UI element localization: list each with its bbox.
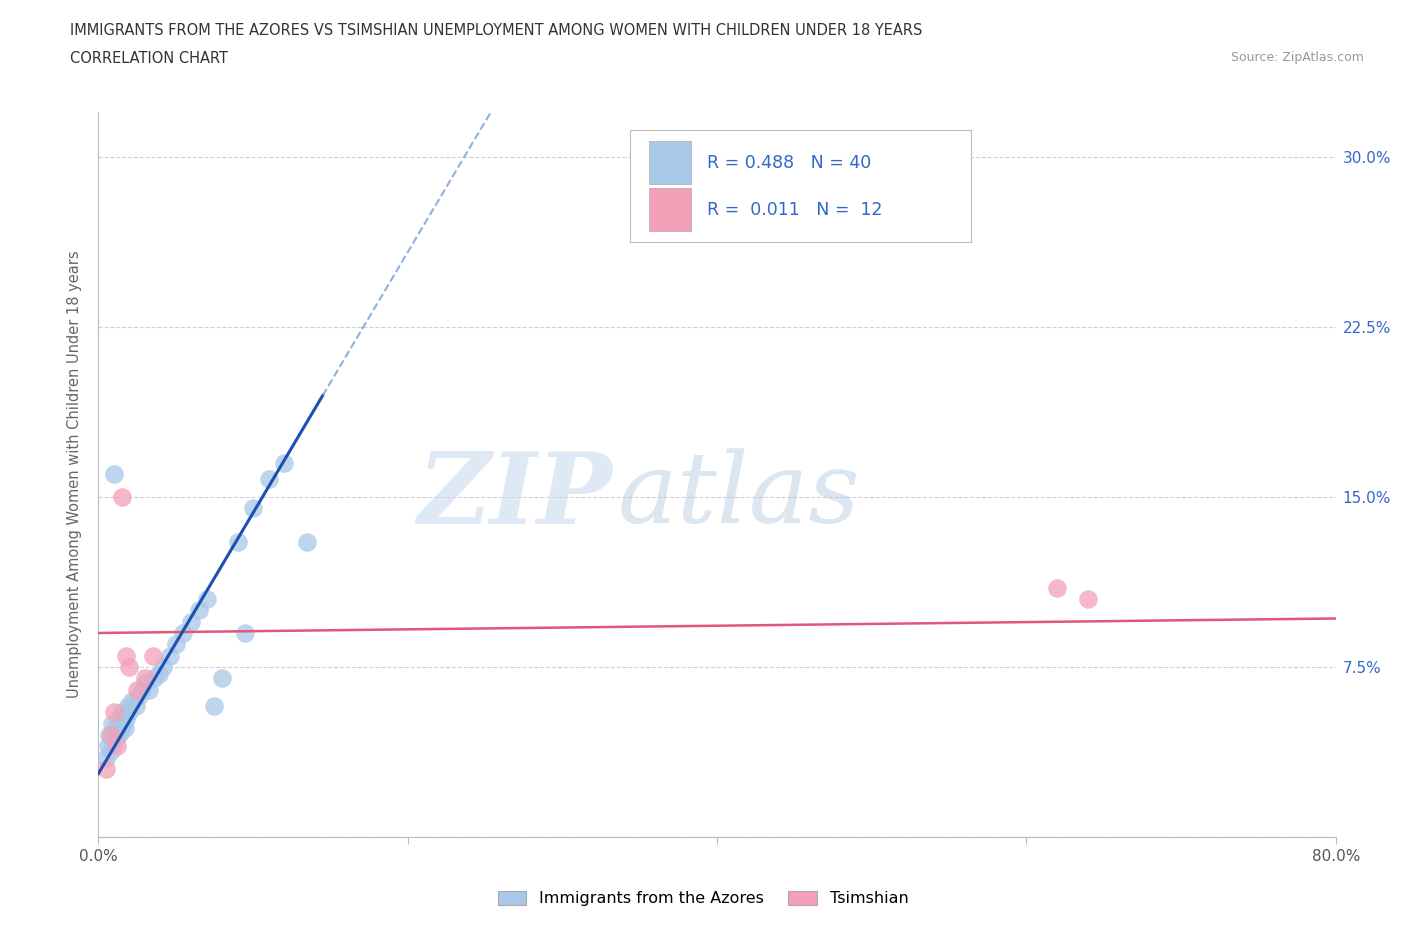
Point bbox=[111, 705, 134, 720]
Point bbox=[180, 614, 202, 629]
Point bbox=[124, 698, 146, 713]
Point bbox=[131, 683, 153, 698]
Point bbox=[103, 705, 125, 720]
Point bbox=[138, 683, 160, 698]
Point bbox=[104, 721, 127, 736]
Point bbox=[204, 698, 226, 713]
Text: CORRELATION CHART: CORRELATION CHART bbox=[70, 51, 228, 66]
Text: R = 0.488   N = 40: R = 0.488 N = 40 bbox=[707, 153, 872, 172]
Point bbox=[103, 735, 125, 750]
Point bbox=[96, 751, 118, 765]
Point bbox=[1046, 580, 1069, 595]
Point bbox=[211, 671, 233, 685]
FancyBboxPatch shape bbox=[630, 130, 970, 242]
Point bbox=[105, 738, 128, 753]
Point bbox=[114, 721, 136, 736]
Point bbox=[108, 725, 131, 740]
Point bbox=[121, 694, 143, 709]
Point bbox=[148, 667, 170, 682]
Point bbox=[117, 698, 139, 713]
Point bbox=[118, 659, 141, 674]
Point bbox=[107, 711, 129, 726]
Point bbox=[128, 689, 150, 704]
Point bbox=[103, 467, 125, 482]
Point bbox=[257, 472, 280, 486]
Point bbox=[96, 762, 118, 777]
Point bbox=[100, 743, 122, 758]
Point bbox=[111, 489, 134, 504]
Text: IMMIGRANTS FROM THE AZORES VS TSIMSHIAN UNEMPLOYMENT AMONG WOMEN WITH CHILDREN U: IMMIGRANTS FROM THE AZORES VS TSIMSHIAN … bbox=[70, 23, 922, 38]
Point bbox=[297, 535, 319, 550]
Point bbox=[159, 648, 181, 663]
Point bbox=[188, 603, 211, 618]
Point bbox=[134, 675, 156, 690]
Point bbox=[165, 637, 187, 652]
FancyBboxPatch shape bbox=[650, 189, 692, 232]
Point bbox=[152, 659, 174, 674]
FancyBboxPatch shape bbox=[650, 141, 692, 184]
Point bbox=[143, 671, 166, 685]
Point bbox=[195, 591, 218, 606]
Text: ZIP: ZIP bbox=[418, 448, 612, 544]
Point bbox=[112, 716, 135, 731]
Point bbox=[235, 626, 257, 641]
Legend: Immigrants from the Azores, Tsimshian: Immigrants from the Azores, Tsimshian bbox=[491, 884, 915, 912]
Point bbox=[115, 648, 138, 663]
Point bbox=[134, 671, 156, 685]
Point bbox=[115, 711, 138, 726]
Point bbox=[226, 535, 249, 550]
Point bbox=[173, 626, 195, 641]
Point bbox=[273, 456, 295, 471]
Point bbox=[101, 716, 124, 731]
Point bbox=[100, 727, 122, 742]
Point bbox=[97, 738, 120, 753]
Text: R =  0.011   N =  12: R = 0.011 N = 12 bbox=[707, 201, 883, 219]
Point bbox=[127, 683, 149, 698]
Point bbox=[105, 730, 128, 745]
Y-axis label: Unemployment Among Women with Children Under 18 years: Unemployment Among Women with Children U… bbox=[67, 250, 83, 698]
Point bbox=[142, 648, 165, 663]
Point bbox=[1077, 591, 1099, 606]
Text: Source: ZipAtlas.com: Source: ZipAtlas.com bbox=[1230, 51, 1364, 64]
Point bbox=[98, 727, 121, 742]
Point bbox=[118, 705, 141, 720]
Text: atlas: atlas bbox=[619, 448, 860, 544]
Point bbox=[242, 501, 264, 516]
